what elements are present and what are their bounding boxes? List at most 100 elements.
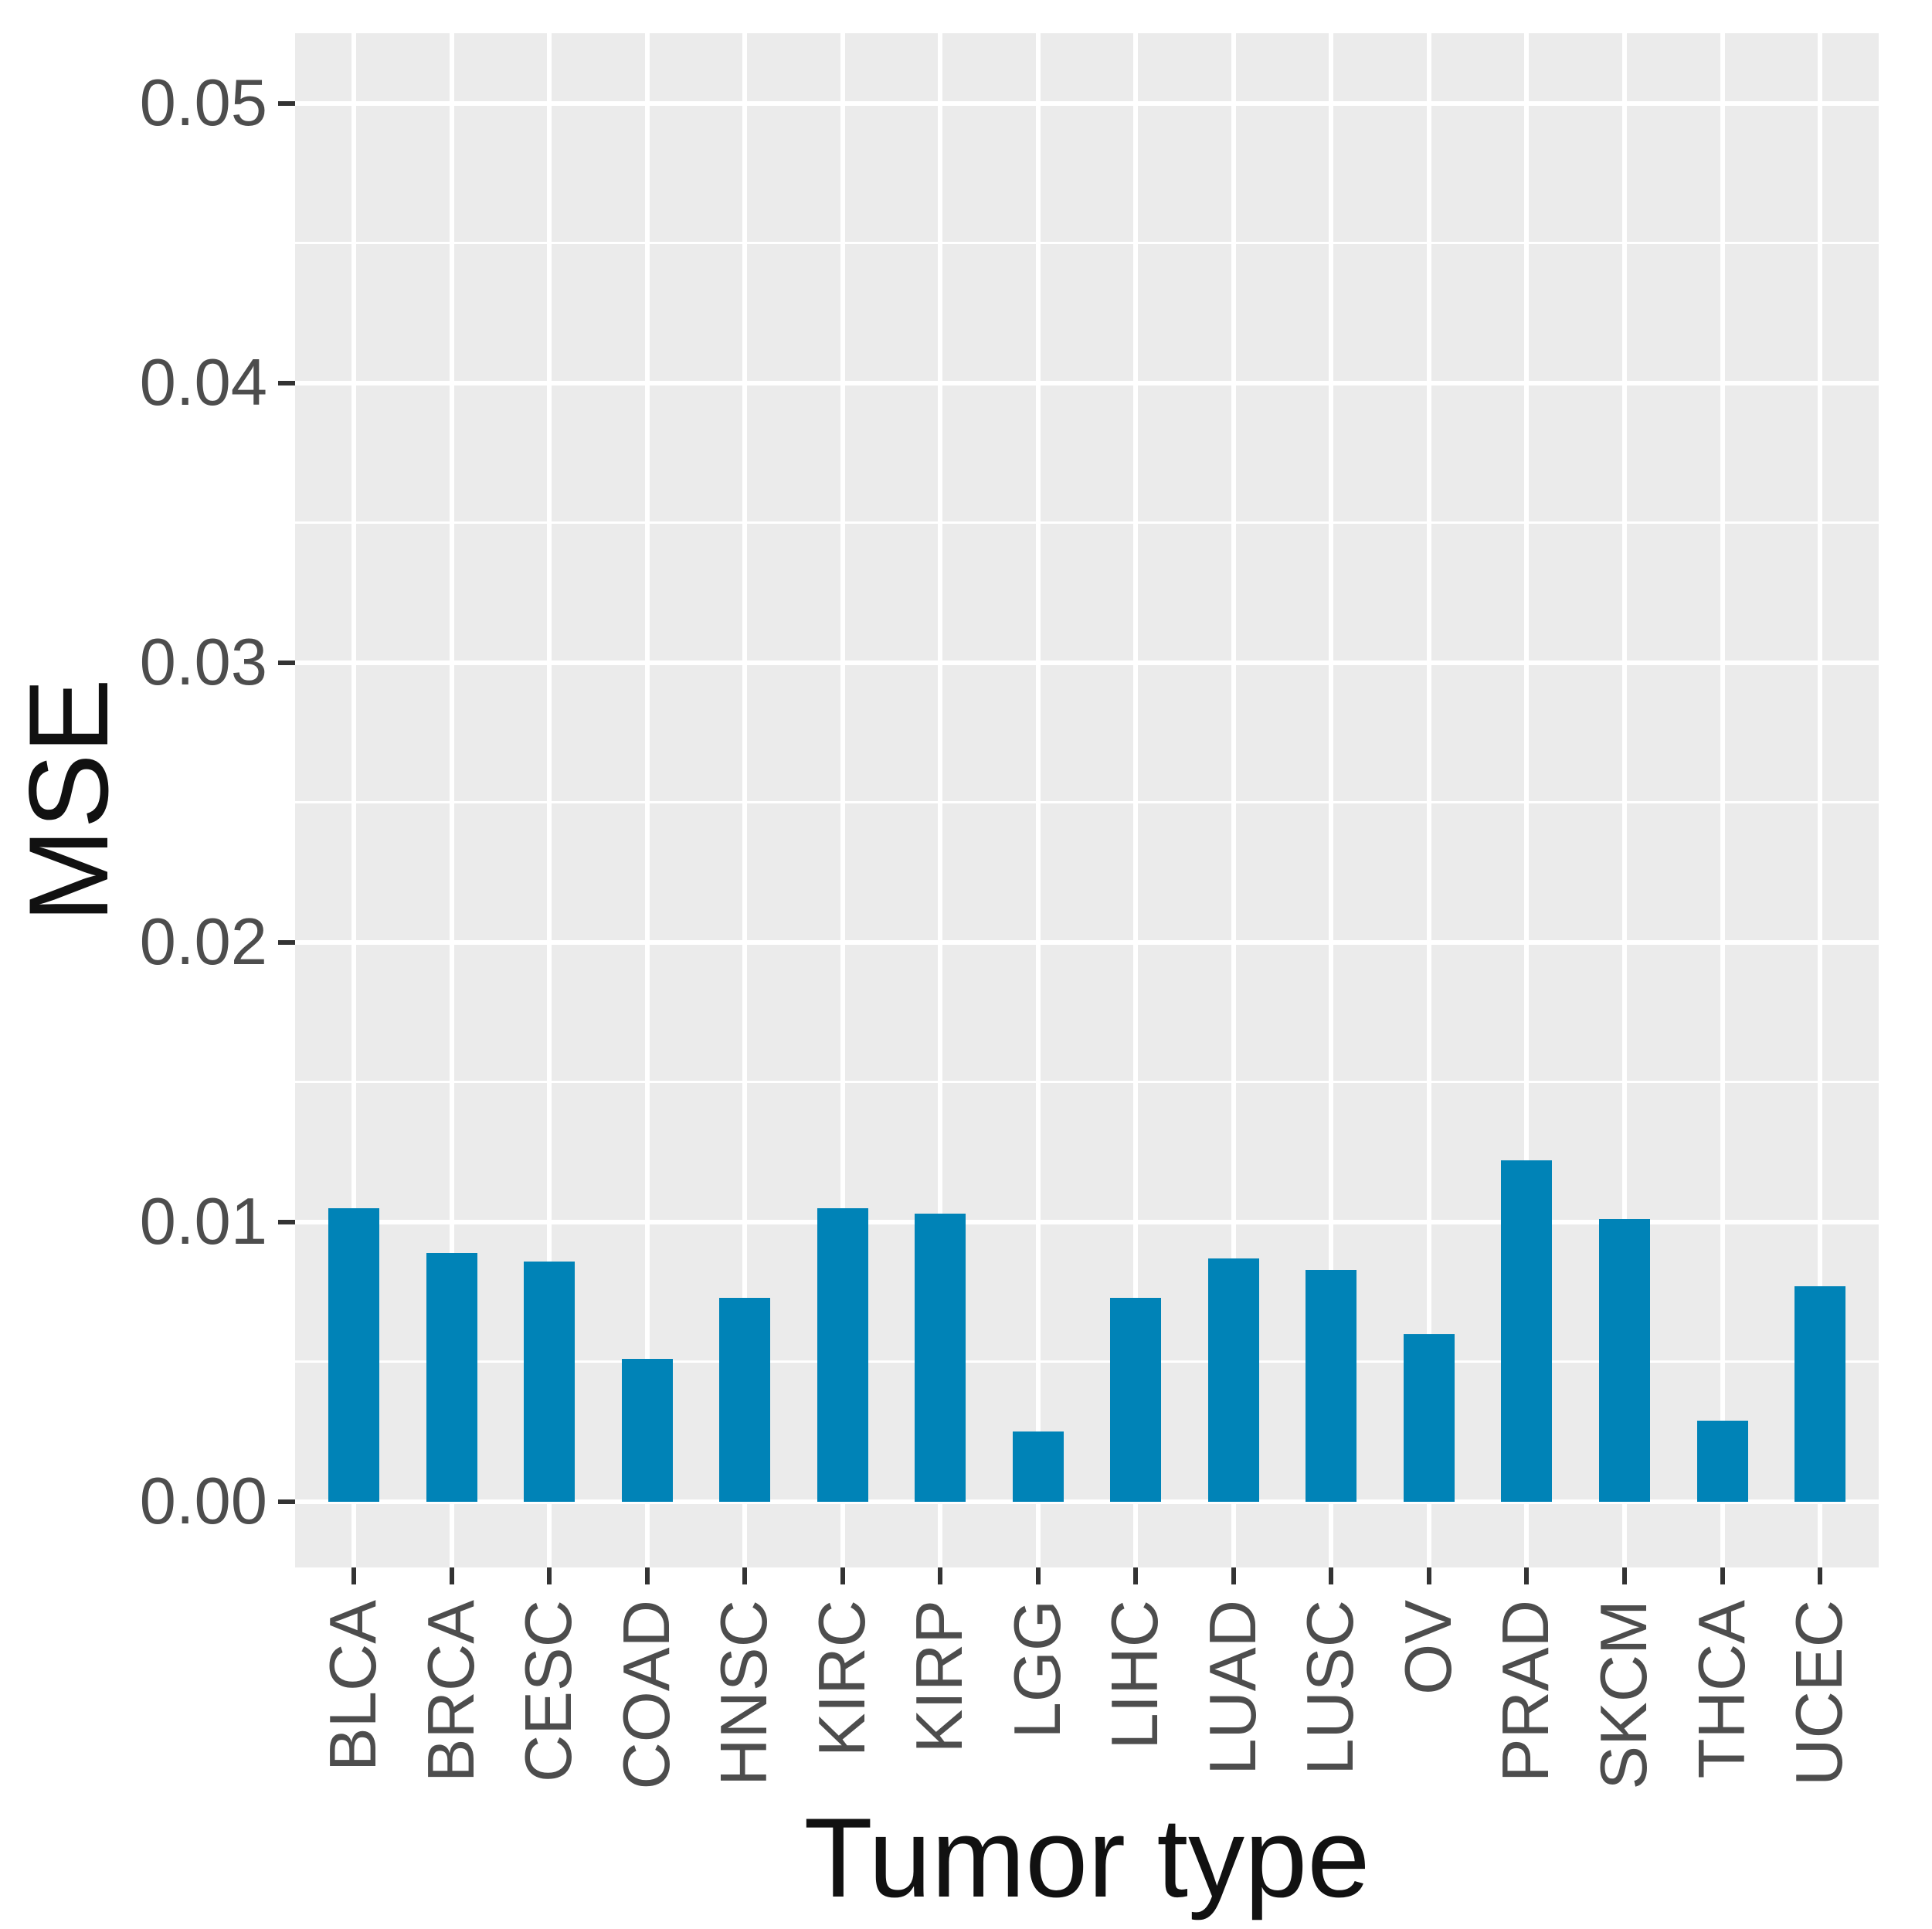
- x-tick-label: CESC: [512, 1600, 586, 1786]
- vertical-gridline: [547, 33, 552, 1567]
- x-tick-mark: [1133, 1567, 1139, 1584]
- vertical-gridline: [351, 33, 356, 1567]
- bar-PRAD: [1501, 1160, 1553, 1502]
- vertical-gridline: [1622, 33, 1627, 1567]
- x-tick-label-text: BLCA: [316, 1600, 390, 1772]
- x-tick-mark: [742, 1567, 748, 1584]
- x-tick-label: LIHC: [1098, 1600, 1173, 1754]
- x-tick-label-text: SKCM: [1587, 1600, 1661, 1790]
- vertical-gridline: [1035, 33, 1041, 1567]
- x-tick-mark: [1818, 1567, 1823, 1584]
- vertical-gridline: [1133, 33, 1139, 1567]
- major-gridline: [295, 380, 1879, 385]
- y-tick-label: 0.03: [139, 625, 267, 699]
- x-tick-label-text: THCA: [1685, 1600, 1759, 1779]
- x-tick-label-text: HNSC: [708, 1600, 782, 1786]
- bar-UCEC: [1794, 1286, 1846, 1502]
- x-tick-mark: [1720, 1567, 1725, 1584]
- major-gridline: [295, 939, 1879, 945]
- minor-gridline: [295, 801, 1879, 804]
- bar-KIRP: [915, 1214, 966, 1502]
- minor-gridline: [295, 521, 1879, 525]
- y-tick-label: 0.00: [139, 1464, 267, 1538]
- major-gridline: [295, 1499, 1879, 1504]
- vertical-gridline: [1329, 33, 1334, 1567]
- vertical-gridline: [1426, 33, 1431, 1567]
- x-axis-title: Tumor type: [803, 1795, 1370, 1921]
- bar-LUAD: [1207, 1258, 1259, 1502]
- x-tick-label: OV: [1391, 1600, 1465, 1699]
- vertical-gridline: [1231, 33, 1236, 1567]
- bar-BRCA: [426, 1252, 477, 1502]
- vertical-gridline: [1524, 33, 1530, 1567]
- x-tick-label: LUSC: [1294, 1600, 1367, 1779]
- x-tick-label-text: KIRP: [903, 1600, 977, 1754]
- vertical-gridline: [938, 33, 943, 1567]
- x-tick-label-text: COAD: [609, 1600, 684, 1790]
- x-tick-mark: [449, 1567, 454, 1584]
- y-tick-label: 0.02: [139, 905, 267, 979]
- x-tick-label: LUAD: [1196, 1600, 1270, 1779]
- x-tick-label-text: KIRC: [805, 1600, 879, 1757]
- x-tick-label: SKCM: [1587, 1600, 1661, 1794]
- y-tick-mark: [278, 100, 295, 106]
- x-tick-label-text: OV: [1391, 1600, 1465, 1695]
- minor-gridline: [295, 242, 1879, 245]
- x-tick-mark: [1329, 1567, 1334, 1584]
- vertical-gridline: [1720, 33, 1725, 1567]
- x-tick-label-text: UCEC: [1783, 1600, 1857, 1786]
- major-gridline: [295, 100, 1879, 106]
- x-tick-label-text: LGG: [1000, 1600, 1075, 1739]
- x-tick-label: BLCA: [316, 1600, 390, 1775]
- x-tick-label-text: LIHC: [1098, 1600, 1173, 1750]
- x-tick-mark: [840, 1567, 845, 1584]
- y-tick-mark: [278, 939, 295, 945]
- major-gridline: [295, 1219, 1879, 1224]
- x-tick-label-text: BRCA: [414, 1600, 488, 1783]
- bar-LIHC: [1110, 1297, 1162, 1502]
- vertical-gridline: [742, 33, 748, 1567]
- vertical-gridline: [449, 33, 454, 1567]
- y-tick-label: 0.05: [139, 66, 267, 140]
- bar-HNSC: [719, 1297, 771, 1502]
- x-tick-mark: [938, 1567, 943, 1584]
- x-tick-label: KIRC: [805, 1600, 879, 1761]
- y-axis-title-text: MSE: [5, 678, 131, 923]
- y-axis-title: MSE: [5, 33, 131, 1567]
- bar-COAD: [621, 1359, 673, 1502]
- x-tick-label: THCA: [1685, 1600, 1759, 1782]
- x-tick-mark: [351, 1567, 356, 1584]
- bar-OV: [1403, 1333, 1455, 1502]
- y-tick-mark: [278, 660, 295, 665]
- y-tick-label: 0.01: [139, 1184, 267, 1258]
- x-tick-mark: [547, 1567, 552, 1584]
- bar-THCA: [1696, 1420, 1748, 1502]
- x-tick-label: BRCA: [414, 1600, 488, 1786]
- x-tick-label: KIRP: [903, 1600, 977, 1757]
- x-tick-mark: [1426, 1567, 1431, 1584]
- bar-CESC: [524, 1261, 575, 1502]
- minor-gridline: [295, 1081, 1879, 1084]
- bar-KIRC: [817, 1207, 868, 1502]
- vertical-gridline: [1818, 33, 1823, 1567]
- x-tick-label: COAD: [609, 1600, 684, 1794]
- x-tick-label-text: CESC: [512, 1600, 586, 1783]
- x-tick-mark: [1524, 1567, 1530, 1584]
- x-tick-mark: [1231, 1567, 1236, 1584]
- bar-LUSC: [1306, 1269, 1357, 1502]
- y-tick-label: 0.04: [139, 345, 267, 419]
- x-tick-label-text: LUAD: [1196, 1600, 1270, 1775]
- vertical-gridline: [644, 33, 650, 1567]
- x-tick-label: LGG: [1000, 1600, 1075, 1743]
- y-tick-mark: [278, 380, 295, 385]
- x-tick-mark: [1622, 1567, 1627, 1584]
- major-gridline: [295, 660, 1879, 665]
- bar-LGG: [1012, 1431, 1064, 1502]
- y-tick-mark: [278, 1219, 295, 1224]
- minor-gridline: [295, 1360, 1879, 1364]
- x-tick-mark: [1035, 1567, 1041, 1584]
- x-tick-label: PRAD: [1489, 1600, 1563, 1786]
- y-tick-mark: [278, 1499, 295, 1504]
- bar-BLCA: [328, 1207, 379, 1502]
